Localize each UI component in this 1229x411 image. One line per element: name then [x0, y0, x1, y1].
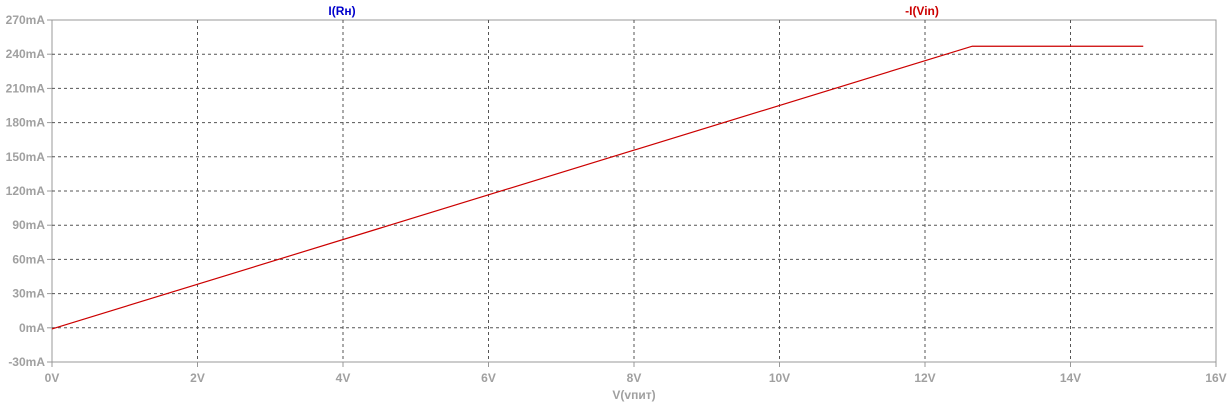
- y-tick-label: 0mA: [19, 321, 45, 335]
- series-trace-minus-current-vin[interactable]: [51, 45, 1144, 330]
- x-tick-label: 16V: [1205, 371, 1226, 385]
- x-tick-label: 2V: [190, 371, 205, 385]
- x-axis-label[interactable]: V(vпит): [612, 388, 655, 402]
- axis-ticks: 0V 2V 4V 6V 8V 10V 12V 14V 16V -30mA 0mA 30mA 60mA 90…: [6, 13, 1227, 385]
- x-tick-label: 6V: [481, 371, 496, 385]
- series-layer: [51, 45, 1144, 330]
- y-tick-label: -30mA: [8, 355, 45, 369]
- legend-label-current-rn[interactable]: I(Rн): [328, 4, 355, 18]
- y-tick-label: 240mA: [6, 47, 46, 61]
- x-tick-label: 12V: [914, 371, 935, 385]
- y-tick-label: 210mA: [6, 81, 46, 95]
- x-tick-label: 10V: [769, 371, 790, 385]
- legend-label-minus-current-vin[interactable]: -I(Vin): [905, 4, 939, 18]
- y-tick-label: 180mA: [6, 116, 46, 130]
- y-tick-label: 270mA: [6, 13, 46, 27]
- x-tick-label: 14V: [1060, 371, 1081, 385]
- grid-lines: [52, 20, 1216, 362]
- y-tick-label: 30mA: [12, 287, 45, 301]
- y-tick-label: 60mA: [12, 252, 45, 266]
- y-tick-label: 150mA: [6, 150, 46, 164]
- x-tick-label: 0V: [45, 371, 60, 385]
- y-tick-label: 120mA: [6, 184, 46, 198]
- x-tick-label: 4V: [336, 371, 351, 385]
- y-tick-label: 90mA: [12, 218, 45, 232]
- x-tick-label: 8V: [627, 371, 642, 385]
